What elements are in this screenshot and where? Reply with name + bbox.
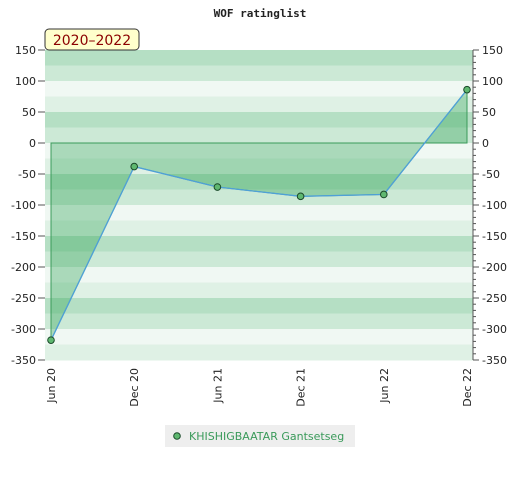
marker [213,183,222,191]
y-tick-label: 50 [22,106,36,119]
band [45,267,473,283]
band [45,205,473,221]
band [45,174,473,190]
band [45,251,473,268]
badge: 2020–2022 [53,33,131,49]
y2-tick-label: -350 [482,354,507,367]
chart-title: WOF ratinglist [214,7,307,20]
band [45,344,473,361]
marker [463,85,471,94]
band [45,96,473,113]
x-tick-label: Dec 21 [295,368,308,407]
legend-label: KHISHIGBAATAR Gantsetseg [189,430,344,443]
y2-tick-label: -200 [482,261,507,274]
x-tick-label: Dec 20 [128,368,141,407]
band [45,220,473,237]
band [45,81,473,97]
band [45,65,473,82]
band [45,143,473,159]
marker [380,190,388,199]
band [45,127,473,144]
x-tick-label: Jun 22 [378,368,391,404]
y2-tick-label: -250 [482,292,507,305]
y-tick-label: -250 [11,292,36,305]
marker [296,192,305,201]
y-tick-label: -50 [18,168,36,181]
y-tick-label: -350 [11,354,36,367]
y-tick-label: 100 [15,75,36,88]
y2-tick-label: -50 [482,168,500,181]
band [45,282,473,299]
y-tick-label: 0 [29,137,36,150]
y2-tick-label: 100 [482,75,503,88]
y-tick-label: 150 [15,44,36,57]
x-tick-label: Jun 21 [211,368,224,404]
y-tick-label: -150 [11,230,36,243]
x-tick-label: Dec 22 [461,368,474,407]
badge-box [44,28,140,51]
band [45,189,473,206]
y2-tick-label: -150 [482,230,507,243]
y-tick-label: -200 [11,261,36,274]
band [45,50,473,66]
line [50,89,468,341]
band [45,112,473,128]
marker [130,162,138,171]
y2-tick-label: -100 [482,199,507,212]
band [45,298,473,314]
y2-tick-label: 50 [482,106,496,119]
y2-tick-label: 150 [482,44,503,57]
y2-tick-label: 0 [482,137,489,150]
y-tick-label: -100 [11,199,36,212]
band [45,313,473,330]
y-tick-label: -300 [11,323,36,336]
band [45,329,473,345]
legend-marker [173,432,181,440]
band [45,236,473,252]
y2-tick-label: -300 [482,323,507,336]
x-tick-label: Jun 20 [45,368,58,404]
marker [47,336,55,344]
legend-box [165,425,355,447]
